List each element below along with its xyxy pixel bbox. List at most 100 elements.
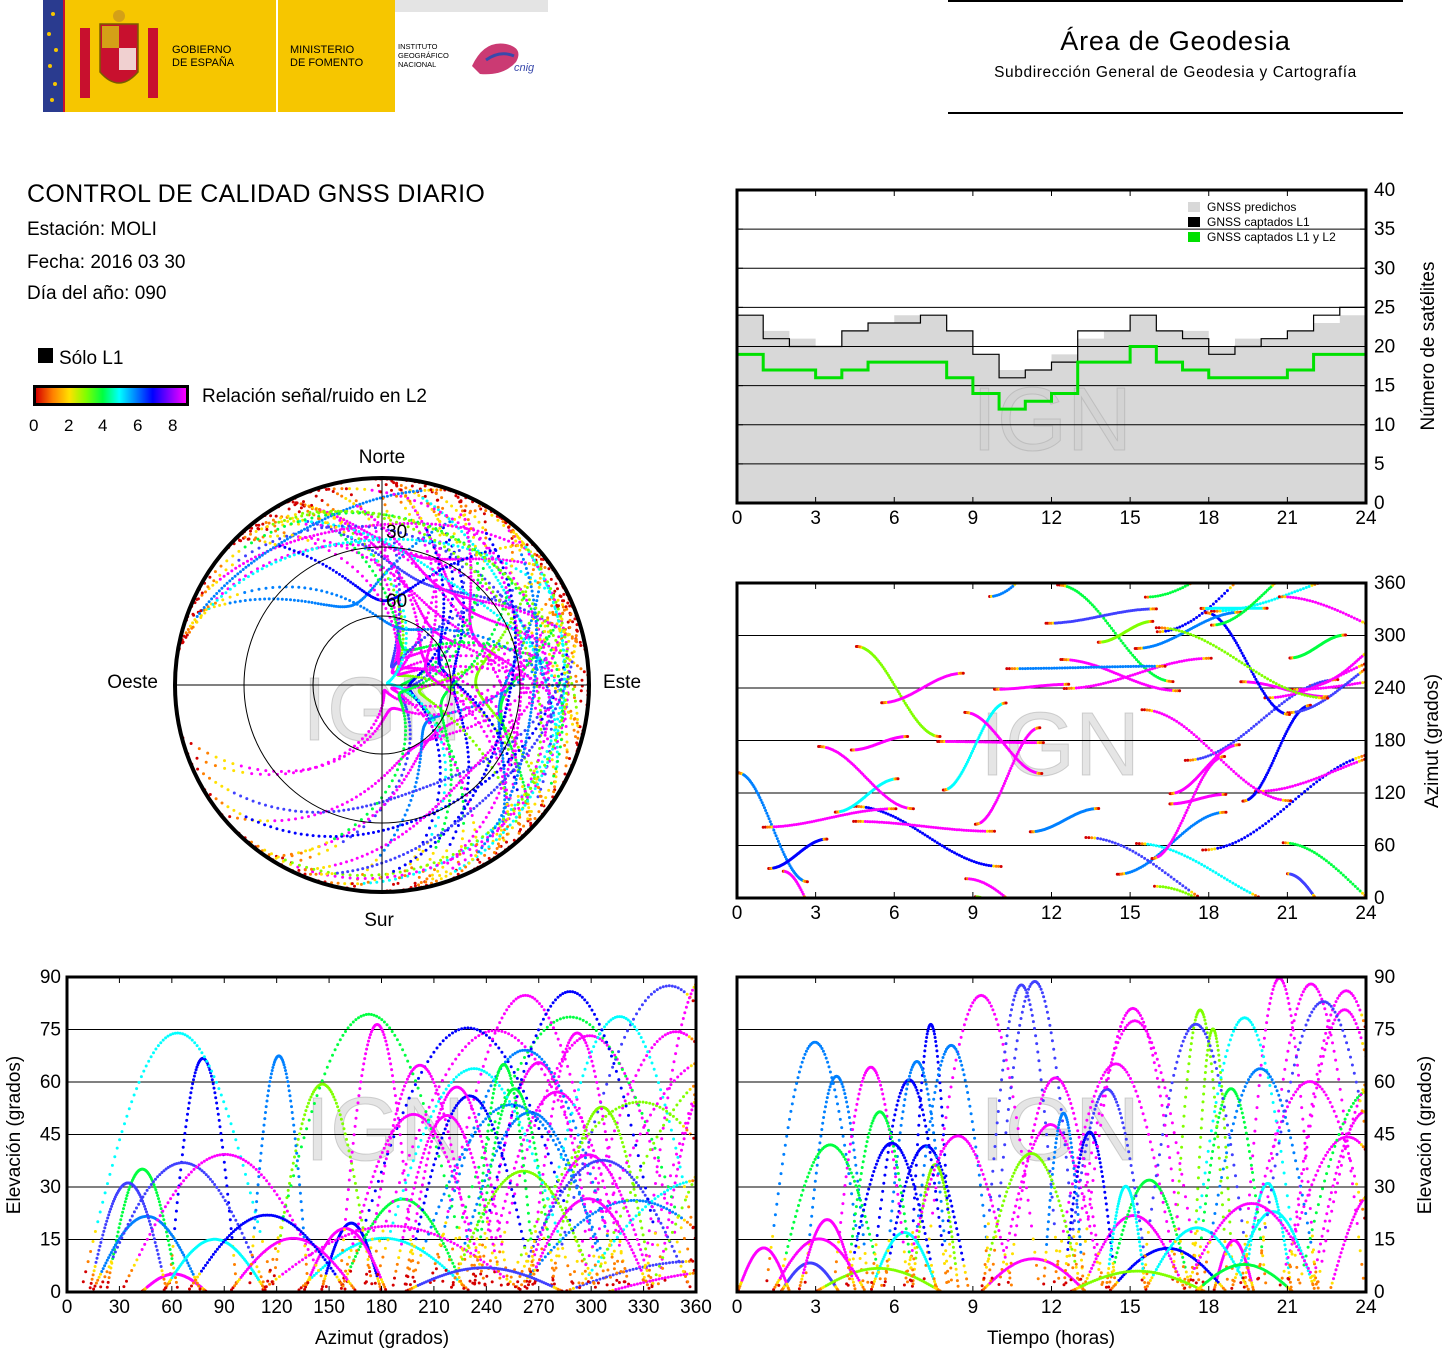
track-point bbox=[440, 646, 444, 649]
track-point bbox=[531, 568, 535, 572]
track-point bbox=[529, 619, 533, 623]
track-point bbox=[514, 758, 518, 762]
track-point bbox=[471, 649, 475, 653]
track-point bbox=[544, 671, 548, 675]
track-point bbox=[542, 573, 546, 577]
track-point bbox=[394, 877, 397, 881]
track-point bbox=[444, 732, 448, 736]
track-point bbox=[340, 803, 344, 807]
track-point bbox=[376, 593, 380, 597]
track-point bbox=[404, 494, 408, 498]
track-point bbox=[390, 766, 394, 770]
track-point bbox=[332, 487, 336, 491]
track-point bbox=[459, 525, 463, 529]
track-point bbox=[385, 491, 389, 495]
track-point bbox=[345, 519, 349, 523]
track-point bbox=[503, 689, 507, 693]
track-point bbox=[351, 565, 355, 569]
track-point bbox=[223, 602, 227, 606]
track-point bbox=[290, 861, 294, 865]
track-point bbox=[508, 624, 512, 628]
track-point bbox=[283, 556, 287, 560]
track-point bbox=[310, 547, 314, 551]
track-point bbox=[463, 533, 467, 537]
track-point bbox=[256, 820, 260, 824]
track-point bbox=[435, 498, 439, 502]
track-point bbox=[394, 483, 398, 487]
track-point bbox=[537, 648, 541, 652]
track-point bbox=[236, 572, 240, 576]
track-point bbox=[529, 768, 533, 772]
track-point bbox=[464, 737, 468, 741]
track-point bbox=[414, 577, 418, 581]
track-point bbox=[561, 716, 565, 720]
track-point bbox=[582, 670, 586, 674]
track-point bbox=[401, 823, 404, 827]
track-point bbox=[243, 591, 247, 594]
track-point bbox=[551, 747, 555, 751]
track-point bbox=[338, 754, 342, 758]
area-header: Área de Geodesia Subdirección General de… bbox=[948, 0, 1403, 114]
track-point bbox=[410, 711, 414, 715]
track-point bbox=[206, 605, 210, 609]
track-point bbox=[443, 778, 447, 782]
track-point bbox=[292, 553, 296, 557]
track-point bbox=[527, 806, 531, 810]
track-point bbox=[264, 543, 268, 547]
track-point bbox=[232, 769, 236, 773]
track-point bbox=[510, 753, 514, 757]
track-point bbox=[238, 578, 242, 582]
track-point bbox=[519, 660, 522, 664]
track-point bbox=[486, 667, 490, 671]
track-point bbox=[299, 810, 303, 814]
track-point bbox=[512, 660, 516, 664]
track-point bbox=[324, 544, 328, 548]
track-point bbox=[243, 599, 247, 602]
track-point bbox=[533, 817, 537, 820]
track-point bbox=[448, 644, 452, 648]
track-point bbox=[486, 637, 490, 641]
track-point bbox=[422, 714, 425, 718]
track-point bbox=[525, 630, 529, 634]
track-point bbox=[360, 854, 364, 858]
track-point bbox=[441, 575, 445, 579]
track-point bbox=[544, 730, 547, 734]
track-point bbox=[539, 567, 543, 571]
track-point bbox=[218, 603, 222, 607]
track-point bbox=[551, 664, 555, 668]
track-point bbox=[389, 571, 393, 575]
track-point bbox=[575, 680, 578, 683]
track-point bbox=[408, 648, 412, 651]
track-point bbox=[495, 796, 499, 800]
track-point bbox=[469, 798, 472, 802]
track-point bbox=[388, 768, 392, 772]
track-point bbox=[325, 590, 329, 594]
track-point bbox=[437, 748, 440, 752]
track-point bbox=[554, 610, 558, 614]
track-point bbox=[281, 543, 285, 547]
track-point bbox=[510, 581, 514, 585]
track-point bbox=[455, 722, 459, 726]
track-point bbox=[508, 606, 512, 610]
track-point bbox=[494, 694, 498, 698]
instituto-line-3: NACIONAL bbox=[398, 60, 437, 69]
track-point bbox=[454, 760, 458, 764]
track-point bbox=[433, 544, 437, 548]
track-point bbox=[457, 549, 461, 552]
track-point bbox=[470, 670, 474, 674]
track-point bbox=[303, 586, 307, 590]
track-point bbox=[518, 651, 522, 655]
track-point bbox=[249, 561, 253, 565]
track-point bbox=[442, 724, 446, 727]
track-point bbox=[482, 713, 486, 717]
track-point bbox=[439, 638, 443, 642]
track-point bbox=[487, 705, 491, 709]
track-point bbox=[463, 858, 467, 862]
track-point bbox=[483, 559, 487, 563]
track-point bbox=[527, 626, 531, 630]
track-point bbox=[445, 500, 449, 504]
track-point bbox=[491, 543, 495, 547]
track-point bbox=[504, 707, 508, 711]
track-point bbox=[467, 760, 471, 764]
track-point bbox=[498, 622, 502, 626]
